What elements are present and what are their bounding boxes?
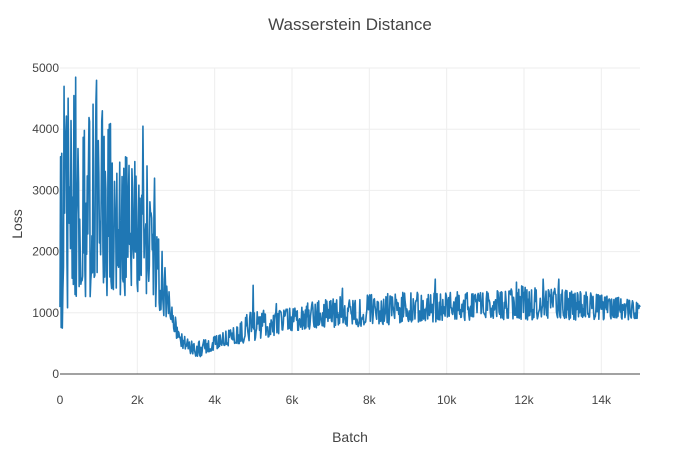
- x-tick-label: 12k: [514, 393, 534, 407]
- y-axis-label: Loss: [9, 209, 25, 239]
- series-layer: [59, 76, 641, 358]
- y-tick-label: 3000: [32, 183, 59, 197]
- y-tick-label: 2000: [32, 245, 59, 259]
- x-axis-label: Batch: [332, 429, 368, 445]
- x-tick-label: 14k: [592, 393, 612, 407]
- chart-title: Wasserstein Distance: [268, 15, 432, 34]
- y-tick-label: 1000: [32, 306, 59, 320]
- gridlines: [60, 67, 640, 374]
- y-tick-label: 4000: [32, 122, 59, 136]
- y-tick-label: 0: [52, 367, 59, 381]
- y-tick-label: 5000: [32, 61, 59, 75]
- series-line: [59, 76, 641, 358]
- x-tick-label: 10k: [437, 393, 457, 407]
- x-tick-label: 2k: [131, 393, 145, 407]
- x-tick-label: 8k: [363, 393, 377, 407]
- x-tick-label: 4k: [208, 393, 222, 407]
- x-tick-label: 6k: [286, 393, 300, 407]
- axes: 0 2k 4k 6k 8k 10k 12k 14k 0 1000 2000 3000 4000 5000: [32, 61, 640, 407]
- x-tick-label: 0: [57, 393, 64, 407]
